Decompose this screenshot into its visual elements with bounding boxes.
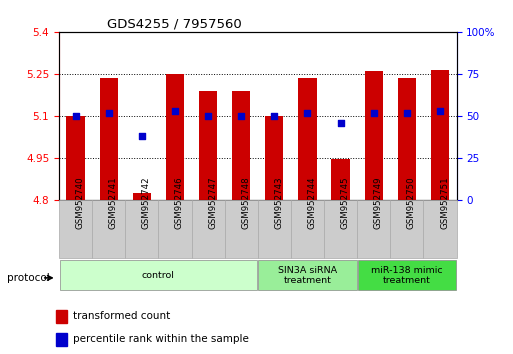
Bar: [331, 159, 350, 200]
Bar: [199, 91, 217, 200]
Bar: [225, 200, 258, 258]
Bar: [258, 200, 291, 258]
Point: [105, 110, 113, 115]
Point: [403, 110, 411, 115]
Point: [204, 113, 212, 119]
Text: GSM952744: GSM952744: [307, 177, 317, 229]
Bar: [125, 200, 159, 258]
Text: protocol: protocol: [7, 273, 49, 283]
Text: GSM952747: GSM952747: [208, 177, 217, 229]
Bar: [291, 200, 324, 258]
Bar: [259, 260, 357, 290]
Text: GSM952751: GSM952751: [440, 177, 449, 229]
Bar: [431, 70, 449, 200]
Point: [71, 113, 80, 119]
Point: [370, 110, 378, 115]
Text: GSM952750: GSM952750: [407, 177, 416, 229]
Bar: [59, 200, 92, 258]
Text: GDS4255 / 7957560: GDS4255 / 7957560: [107, 18, 242, 31]
Text: GSM952745: GSM952745: [341, 177, 350, 229]
Bar: [56, 333, 67, 346]
Text: GSM952743: GSM952743: [274, 177, 283, 229]
Bar: [100, 78, 118, 200]
Text: GSM952740: GSM952740: [75, 177, 85, 229]
Bar: [56, 310, 67, 323]
Text: GSM952746: GSM952746: [175, 177, 184, 229]
Bar: [191, 200, 225, 258]
Bar: [159, 200, 191, 258]
Bar: [398, 78, 416, 200]
Point: [171, 108, 179, 114]
Text: SIN3A siRNA
treatment: SIN3A siRNA treatment: [278, 266, 337, 285]
Bar: [60, 260, 257, 290]
Text: control: control: [142, 271, 175, 280]
Point: [237, 113, 245, 119]
Point: [303, 110, 311, 115]
Point: [137, 133, 146, 139]
Text: percentile rank within the sample: percentile rank within the sample: [73, 335, 249, 344]
Bar: [423, 200, 457, 258]
Bar: [232, 91, 250, 200]
Bar: [133, 193, 151, 200]
Bar: [357, 200, 390, 258]
Bar: [166, 74, 184, 200]
Bar: [67, 116, 85, 200]
Text: GSM952749: GSM952749: [374, 177, 383, 229]
Bar: [92, 200, 125, 258]
Bar: [390, 200, 423, 258]
Bar: [324, 200, 357, 258]
Bar: [265, 116, 284, 200]
Bar: [299, 78, 317, 200]
Text: GSM952741: GSM952741: [109, 177, 117, 229]
Point: [436, 108, 444, 114]
Text: GSM952748: GSM952748: [241, 177, 250, 229]
Text: GSM952742: GSM952742: [142, 177, 151, 229]
Text: transformed count: transformed count: [73, 312, 170, 321]
Point: [270, 113, 279, 119]
Bar: [358, 260, 456, 290]
Bar: [365, 71, 383, 200]
Point: [337, 120, 345, 126]
Text: miR-138 mimic
treatment: miR-138 mimic treatment: [371, 266, 443, 285]
